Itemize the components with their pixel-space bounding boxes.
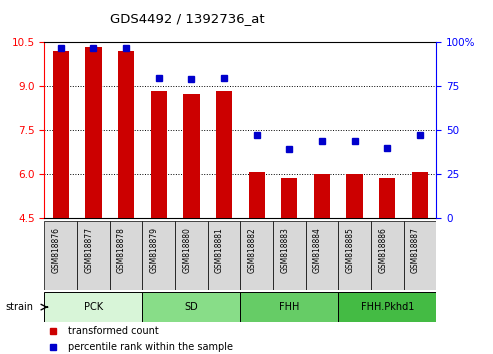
Bar: [175, 221, 208, 290]
Bar: [338, 221, 371, 290]
Text: SD: SD: [184, 302, 198, 312]
Text: FHH.Pkhd1: FHH.Pkhd1: [360, 302, 414, 312]
Text: strain: strain: [5, 302, 33, 312]
Text: GSM818883: GSM818883: [281, 227, 289, 273]
Text: GSM818880: GSM818880: [182, 227, 191, 273]
Text: GSM818887: GSM818887: [411, 227, 420, 273]
Bar: [216, 91, 232, 218]
Bar: [77, 221, 109, 290]
Bar: [338, 292, 436, 322]
Text: percentile rank within the sample: percentile rank within the sample: [68, 342, 233, 352]
Bar: [183, 93, 200, 218]
Text: GSM818877: GSM818877: [84, 227, 93, 273]
Text: GDS4492 / 1392736_at: GDS4492 / 1392736_at: [110, 12, 265, 25]
Bar: [208, 221, 240, 290]
Bar: [150, 91, 167, 218]
Bar: [347, 174, 363, 218]
Text: GSM818881: GSM818881: [215, 227, 224, 273]
Bar: [314, 174, 330, 218]
Text: GSM818882: GSM818882: [247, 227, 257, 273]
Bar: [371, 221, 404, 290]
Bar: [240, 292, 338, 322]
Bar: [85, 47, 102, 218]
Bar: [379, 178, 395, 218]
Bar: [248, 172, 265, 218]
Text: PCK: PCK: [84, 302, 103, 312]
Text: FHH: FHH: [279, 302, 300, 312]
Text: GSM818876: GSM818876: [52, 227, 61, 273]
Bar: [109, 221, 142, 290]
Bar: [118, 51, 134, 218]
Bar: [306, 221, 338, 290]
Bar: [404, 221, 436, 290]
Bar: [240, 221, 273, 290]
Text: GSM818879: GSM818879: [150, 227, 159, 273]
Bar: [44, 221, 77, 290]
Bar: [281, 178, 297, 218]
Bar: [412, 172, 428, 218]
Text: transformed count: transformed count: [68, 326, 159, 336]
Bar: [44, 292, 142, 322]
Text: GSM818885: GSM818885: [346, 227, 354, 273]
Bar: [142, 221, 175, 290]
Text: GSM818878: GSM818878: [117, 227, 126, 273]
Text: GSM818884: GSM818884: [313, 227, 322, 273]
Bar: [142, 292, 240, 322]
Bar: [273, 221, 306, 290]
Bar: [53, 51, 69, 218]
Text: GSM818886: GSM818886: [378, 227, 387, 273]
